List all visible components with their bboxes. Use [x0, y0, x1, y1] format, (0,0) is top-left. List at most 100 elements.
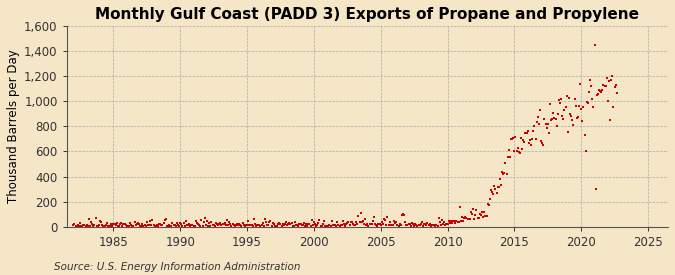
Point: [458, 219, 468, 223]
Point: [463, 216, 474, 221]
Point: [439, 220, 450, 225]
Point: [547, 117, 558, 121]
Point: [480, 214, 491, 219]
Point: [446, 219, 456, 223]
Point: [396, 212, 407, 217]
Point: [413, 223, 424, 227]
Point: [125, 220, 136, 225]
Point: [134, 221, 144, 226]
Point: [449, 219, 460, 223]
Point: [462, 216, 473, 221]
Point: [167, 221, 178, 225]
Point: [387, 223, 398, 228]
Point: [259, 224, 269, 228]
Point: [235, 223, 246, 227]
Point: [466, 212, 477, 216]
Point: [468, 207, 479, 211]
Point: [543, 131, 554, 135]
Point: [284, 221, 295, 225]
Point: [285, 221, 296, 226]
Point: [253, 223, 264, 227]
Title: Monthly Gulf Coast (PADD 3) Exports of Propane and Propylene: Monthly Gulf Coast (PADD 3) Exports of P…: [95, 7, 639, 22]
Point: [523, 141, 534, 145]
Point: [77, 223, 88, 228]
Point: [391, 219, 402, 224]
Point: [498, 172, 509, 177]
Point: [358, 219, 369, 224]
Point: [581, 100, 592, 104]
Point: [247, 224, 258, 228]
Point: [568, 123, 578, 128]
Point: [91, 224, 102, 228]
Point: [122, 224, 133, 228]
Point: [329, 223, 340, 227]
Point: [508, 136, 518, 141]
Point: [246, 223, 257, 228]
Point: [430, 223, 441, 228]
Point: [543, 122, 554, 126]
Point: [517, 147, 528, 151]
Point: [302, 224, 313, 228]
Point: [584, 90, 595, 95]
Point: [377, 220, 387, 224]
Point: [232, 222, 242, 226]
Point: [429, 223, 439, 227]
Point: [196, 218, 207, 222]
Point: [500, 161, 511, 165]
Point: [94, 223, 105, 227]
Point: [370, 221, 381, 226]
Point: [392, 223, 403, 227]
Point: [539, 117, 550, 121]
Point: [310, 222, 321, 226]
Point: [156, 222, 167, 227]
Point: [335, 223, 346, 227]
Point: [173, 223, 184, 228]
Point: [375, 222, 386, 227]
Point: [194, 223, 205, 227]
Point: [215, 221, 225, 225]
Point: [144, 223, 155, 228]
Point: [221, 223, 232, 228]
Point: [236, 224, 247, 228]
Point: [98, 224, 109, 228]
Point: [209, 224, 220, 228]
Point: [447, 221, 458, 225]
Point: [286, 221, 297, 225]
Point: [248, 217, 259, 221]
Point: [425, 223, 436, 228]
Point: [342, 220, 353, 225]
Point: [606, 78, 617, 82]
Point: [332, 219, 343, 224]
Point: [171, 221, 182, 225]
Point: [298, 223, 308, 227]
Point: [501, 172, 512, 176]
Point: [79, 222, 90, 227]
Point: [217, 222, 228, 226]
Point: [514, 151, 525, 155]
Point: [200, 223, 211, 227]
Point: [396, 222, 406, 227]
Point: [218, 222, 229, 227]
Point: [88, 224, 99, 228]
Point: [380, 218, 391, 222]
Point: [127, 224, 138, 228]
Point: [481, 214, 492, 219]
Point: [240, 224, 250, 228]
Point: [96, 220, 107, 224]
Point: [226, 224, 237, 228]
Point: [333, 223, 344, 227]
Point: [428, 223, 439, 227]
Point: [300, 222, 311, 226]
Point: [394, 222, 405, 227]
Point: [192, 222, 203, 226]
Point: [506, 137, 516, 142]
Point: [154, 222, 165, 226]
Point: [188, 224, 199, 228]
Point: [267, 221, 278, 225]
Point: [142, 223, 153, 227]
Point: [572, 115, 583, 119]
Point: [373, 222, 384, 226]
Point: [418, 222, 429, 226]
Point: [367, 219, 378, 223]
Point: [485, 188, 496, 192]
